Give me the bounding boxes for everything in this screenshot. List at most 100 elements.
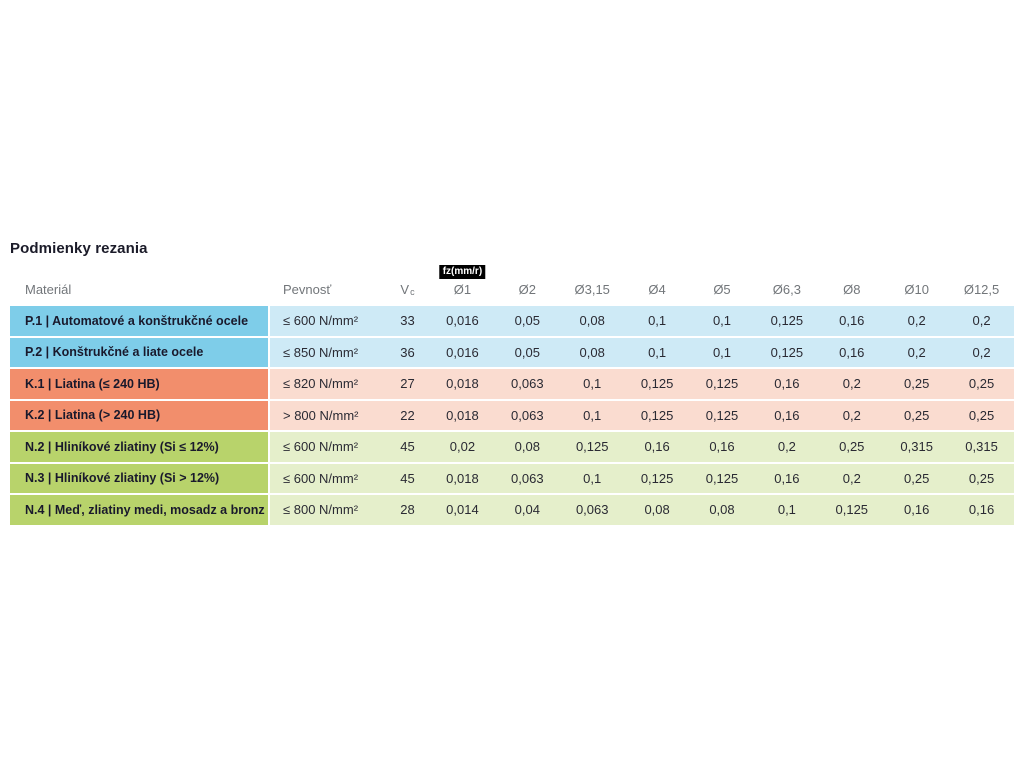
material-cell: N.4 | Meď, zliatiny medi, mosadz a bronz (10, 495, 268, 525)
fz-value-cell: 0,16 (839, 344, 865, 360)
fz-value-cell: 0,018 (446, 376, 479, 392)
material-cell: K.2 | Liatina (> 240 HB) (10, 400, 268, 430)
material-cell: N.2 | Hliníkové zliatiny (Si ≤ 12%) (10, 432, 268, 462)
fz-value-cell: 0,1 (648, 344, 667, 360)
vc-cell: 33 (400, 313, 415, 329)
material-cell: P.1 | Automatové a konštrukčné ocele (10, 306, 268, 336)
column-header-dia-7: Ø8 (819, 260, 884, 306)
fz-value-cell: 0,05 (514, 313, 540, 329)
table-row: N.4 | Meď, zliatiny medi, mosadz a bronz… (10, 495, 1014, 525)
fz-value-cell: 0,25 (968, 376, 995, 392)
fz-value-cell: 0,1 (712, 313, 732, 329)
fz-value-cell: 0,2 (907, 344, 926, 360)
vc-cell: 28 (400, 502, 415, 518)
fz-value-cell: 0,02 (449, 439, 476, 455)
fz-value-cell: 0,016 (446, 313, 479, 329)
vc-symbol: V (400, 282, 410, 297)
table-row: K.1 | Liatina (≤ 240 HB) ≤ 820 N/mm² 27 … (10, 369, 1014, 399)
fz-value-cell: 0,25 (968, 407, 995, 423)
strength-cell: ≤ 800 N/mm² (283, 502, 359, 518)
fz-value-cell: 0,014 (446, 502, 479, 518)
fz-value-cell: 0,125 (770, 313, 804, 329)
fz-value-cell: 0,125 (575, 439, 609, 455)
fz-value-cell: 0,018 (446, 407, 479, 423)
vc-cell: 45 (400, 470, 415, 486)
material-cell: P.2 | Konštrukčné a liate ocele (10, 337, 268, 367)
fz-value-cell: 0,125 (705, 376, 739, 392)
strength-cell: > 800 N/mm² (283, 407, 359, 423)
fz-value-cell: 0,16 (774, 376, 800, 392)
fz-value-cell: 0,1 (583, 407, 602, 423)
fz-value-cell: 0,1 (712, 344, 732, 360)
fz-value-cell: 0,2 (842, 407, 861, 423)
fz-value-cell: 0,25 (904, 407, 930, 423)
fz-value-cell: 0,2 (842, 376, 861, 392)
column-header-dia-4: Ø4 (625, 260, 690, 306)
column-header-material: Materiál (25, 282, 72, 297)
fz-value-cell: 0,1 (583, 376, 602, 392)
fz-value-cell: 0,063 (511, 470, 544, 486)
fz-value-cell: 0,125 (835, 502, 869, 518)
column-header-dia-9: Ø12,5 (949, 260, 1014, 306)
row-data-strip: ≤ 850 N/mm² 36 0,016 0,05 0,08 0,1 0,1 0,125 0… (270, 337, 1014, 367)
column-header-dia-1: fz(mm/r) Ø1 (430, 260, 495, 306)
fz-value-cell: 0,16 (774, 407, 800, 423)
fz-value-cell: 0,05 (514, 344, 540, 360)
fz-value-cell: 0,125 (705, 407, 739, 423)
table-row: K.2 | Liatina (> 240 HB) > 800 N/mm² 22 … (10, 400, 1014, 430)
fz-value-cell: 0,125 (770, 344, 804, 360)
fz-value-cell: 0,25 (904, 376, 930, 392)
fz-value-cell: 0,315 (965, 439, 998, 455)
vc-cell: 45 (400, 439, 415, 455)
dia-label: Ø8 (843, 282, 861, 297)
strength-cell: ≤ 850 N/mm² (283, 344, 359, 360)
fz-value-cell: 0,2 (777, 439, 796, 455)
row-data-strip: ≤ 820 N/mm² 27 0,018 0,063 0,1 0,125 0,125 0,… (270, 369, 1014, 399)
fz-value-cell: 0,25 (968, 470, 995, 486)
strength-cell: ≤ 600 N/mm² (283, 470, 359, 486)
fz-value-cell: 0,04 (514, 502, 540, 518)
material-cell: N.3 | Hliníkové zliatiny (Si > 12%) (10, 463, 268, 493)
table-row: N.3 | Hliníkové zliatiny (Si > 12%) ≤ 60… (10, 463, 1014, 493)
fz-value-cell: 0,018 (446, 470, 479, 486)
fz-value-cell: 0,125 (640, 407, 674, 423)
fz-value-cell: 0,2 (842, 470, 861, 486)
column-header-dia-3: Ø3,15 (560, 260, 625, 306)
fz-value-cell: 0,16 (709, 439, 735, 455)
fz-value-cell: 0,063 (511, 376, 544, 392)
fz-value-cell: 0,16 (644, 439, 670, 455)
table-row: P.1 | Automatové a konštrukčné ocele ≤ 6… (10, 306, 1014, 336)
dia-label: Ø12,5 (963, 282, 1000, 297)
fz-unit-badge: fz(mm/r) (439, 265, 486, 279)
fz-value-cell: 0,08 (514, 439, 540, 455)
row-data-strip: ≤ 600 N/mm² 33 0,016 0,05 0,08 0,1 0,1 0,125 0… (270, 306, 1014, 336)
strength-cell: ≤ 600 N/mm² (283, 439, 359, 455)
table-row: N.2 | Hliníkové zliatiny (Si ≤ 12%) ≤ 60… (10, 432, 1014, 462)
fz-value-cell: 0,2 (972, 313, 991, 329)
fz-value-cell: 0,2 (972, 344, 991, 360)
fz-value-cell: 0,063 (511, 407, 544, 423)
fz-value-cell: 0,08 (579, 313, 605, 329)
material-cell: K.1 | Liatina (≤ 240 HB) (10, 369, 268, 399)
row-data-strip: ≤ 600 N/mm² 45 0,02 0,08 0,125 0,16 0,16 0,2 0… (270, 432, 1014, 462)
fz-value-cell: 0,16 (904, 502, 930, 518)
fz-value-cell: 0,1 (648, 313, 667, 329)
strength-cell: ≤ 820 N/mm² (283, 376, 359, 392)
column-header-dia-5: Ø5 (690, 260, 755, 306)
column-header-dia-8: Ø10 (884, 260, 949, 306)
dia-label: Ø5 (713, 282, 731, 297)
fz-value-cell: 0,125 (705, 470, 739, 486)
dia-label: Ø2 (518, 282, 536, 297)
fz-value-cell: 0,08 (644, 502, 670, 518)
vc-cell: 22 (400, 407, 415, 423)
dia-label: Ø1 (453, 282, 472, 297)
row-data-strip: ≤ 800 N/mm² 28 0,014 0,04 0,063 0,08 0,08 0,1… (270, 495, 1014, 525)
column-header-strength: Pevnosť (283, 282, 332, 297)
fz-value-cell: 0,16 (968, 502, 995, 518)
fz-value-cell: 0,25 (839, 439, 865, 455)
vc-subscript: c (410, 287, 415, 297)
fz-value-cell: 0,063 (575, 502, 609, 518)
